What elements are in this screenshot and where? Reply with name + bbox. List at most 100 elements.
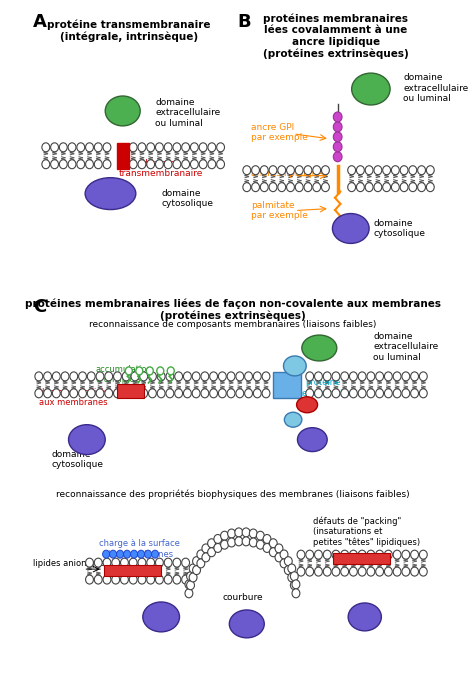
Circle shape xyxy=(220,531,228,540)
Circle shape xyxy=(374,183,382,192)
Circle shape xyxy=(164,160,172,169)
Circle shape xyxy=(208,548,216,557)
Circle shape xyxy=(306,389,314,398)
Circle shape xyxy=(410,567,419,576)
Circle shape xyxy=(182,142,190,152)
Text: palmitate
par exemple: palmitate par exemple xyxy=(251,201,308,220)
Circle shape xyxy=(124,550,130,558)
Circle shape xyxy=(358,550,366,559)
Circle shape xyxy=(260,183,268,192)
Circle shape xyxy=(182,160,190,169)
Circle shape xyxy=(44,389,52,398)
Circle shape xyxy=(249,529,257,538)
Circle shape xyxy=(358,567,366,576)
Circle shape xyxy=(419,389,427,398)
Circle shape xyxy=(402,550,410,559)
Circle shape xyxy=(210,372,218,381)
Circle shape xyxy=(191,142,198,152)
Text: domaine de liaison
aux membranes: domaine de liaison aux membranes xyxy=(39,388,118,407)
Circle shape xyxy=(376,567,383,576)
Circle shape xyxy=(219,389,226,398)
Circle shape xyxy=(409,165,417,174)
Circle shape xyxy=(402,567,410,576)
Text: protéines membranaires
lées covalamment à une
ancre lipidique
(protéines extrins: protéines membranaires lées covalamment … xyxy=(263,13,409,59)
Circle shape xyxy=(242,528,250,537)
Circle shape xyxy=(120,575,128,584)
Circle shape xyxy=(217,160,225,169)
Circle shape xyxy=(109,550,117,558)
Circle shape xyxy=(256,531,264,540)
Bar xyxy=(333,553,390,564)
Circle shape xyxy=(59,160,67,169)
Circle shape xyxy=(173,558,181,567)
Circle shape xyxy=(419,372,427,381)
Circle shape xyxy=(315,550,322,559)
Circle shape xyxy=(164,558,172,567)
Circle shape xyxy=(145,550,152,558)
Circle shape xyxy=(291,572,298,581)
Text: domaine
cytosolique: domaine cytosolique xyxy=(52,450,104,469)
Text: défauts de "packing"
(insaturations et
petites "têtes" lipidiques): défauts de "packing" (insaturations et p… xyxy=(313,516,420,547)
Circle shape xyxy=(117,550,124,558)
Circle shape xyxy=(192,372,200,381)
Ellipse shape xyxy=(85,178,136,210)
Circle shape xyxy=(173,575,181,584)
Circle shape xyxy=(269,165,277,174)
Circle shape xyxy=(284,566,292,575)
Ellipse shape xyxy=(297,397,318,413)
Circle shape xyxy=(52,389,60,398)
Circle shape xyxy=(367,372,375,381)
Circle shape xyxy=(321,165,329,174)
Circle shape xyxy=(103,160,111,169)
Circle shape xyxy=(333,112,342,122)
Circle shape xyxy=(280,550,288,559)
Circle shape xyxy=(383,183,391,192)
Circle shape xyxy=(263,543,271,553)
Circle shape xyxy=(304,165,312,174)
Circle shape xyxy=(155,142,164,152)
Circle shape xyxy=(79,389,86,398)
Circle shape xyxy=(349,567,357,576)
Circle shape xyxy=(140,389,147,398)
Circle shape xyxy=(356,183,365,192)
Circle shape xyxy=(349,389,357,398)
Circle shape xyxy=(157,389,165,398)
Circle shape xyxy=(52,372,60,381)
Circle shape xyxy=(341,550,348,559)
Circle shape xyxy=(365,165,373,174)
Circle shape xyxy=(70,389,78,398)
Circle shape xyxy=(136,367,143,375)
Circle shape xyxy=(315,567,322,576)
Circle shape xyxy=(304,183,312,192)
Circle shape xyxy=(313,183,320,192)
Circle shape xyxy=(242,537,250,546)
Circle shape xyxy=(333,152,342,162)
Circle shape xyxy=(409,183,417,192)
Bar xyxy=(118,384,144,398)
Circle shape xyxy=(292,580,300,589)
Circle shape xyxy=(51,160,58,169)
Circle shape xyxy=(152,550,158,558)
Circle shape xyxy=(79,372,86,381)
Circle shape xyxy=(400,183,408,192)
Circle shape xyxy=(392,165,399,174)
Circle shape xyxy=(86,142,93,152)
Circle shape xyxy=(358,389,366,398)
Circle shape xyxy=(235,537,243,546)
Circle shape xyxy=(167,367,174,375)
Text: domaine
transmembranaire: domaine transmembranaire xyxy=(119,158,203,178)
Circle shape xyxy=(367,567,375,576)
Text: ancre GPI
par exemple: ancre GPI par exemple xyxy=(251,123,308,142)
Ellipse shape xyxy=(302,335,337,361)
Circle shape xyxy=(220,540,228,549)
Circle shape xyxy=(175,372,182,381)
Text: domaine
extracellulaire
ou luminal: domaine extracellulaire ou luminal xyxy=(155,98,220,128)
Circle shape xyxy=(410,550,419,559)
Circle shape xyxy=(297,550,305,559)
Circle shape xyxy=(120,558,128,567)
Circle shape xyxy=(393,567,401,576)
Circle shape xyxy=(183,389,191,398)
Circle shape xyxy=(137,550,145,558)
Circle shape xyxy=(148,372,156,381)
Circle shape xyxy=(94,142,102,152)
